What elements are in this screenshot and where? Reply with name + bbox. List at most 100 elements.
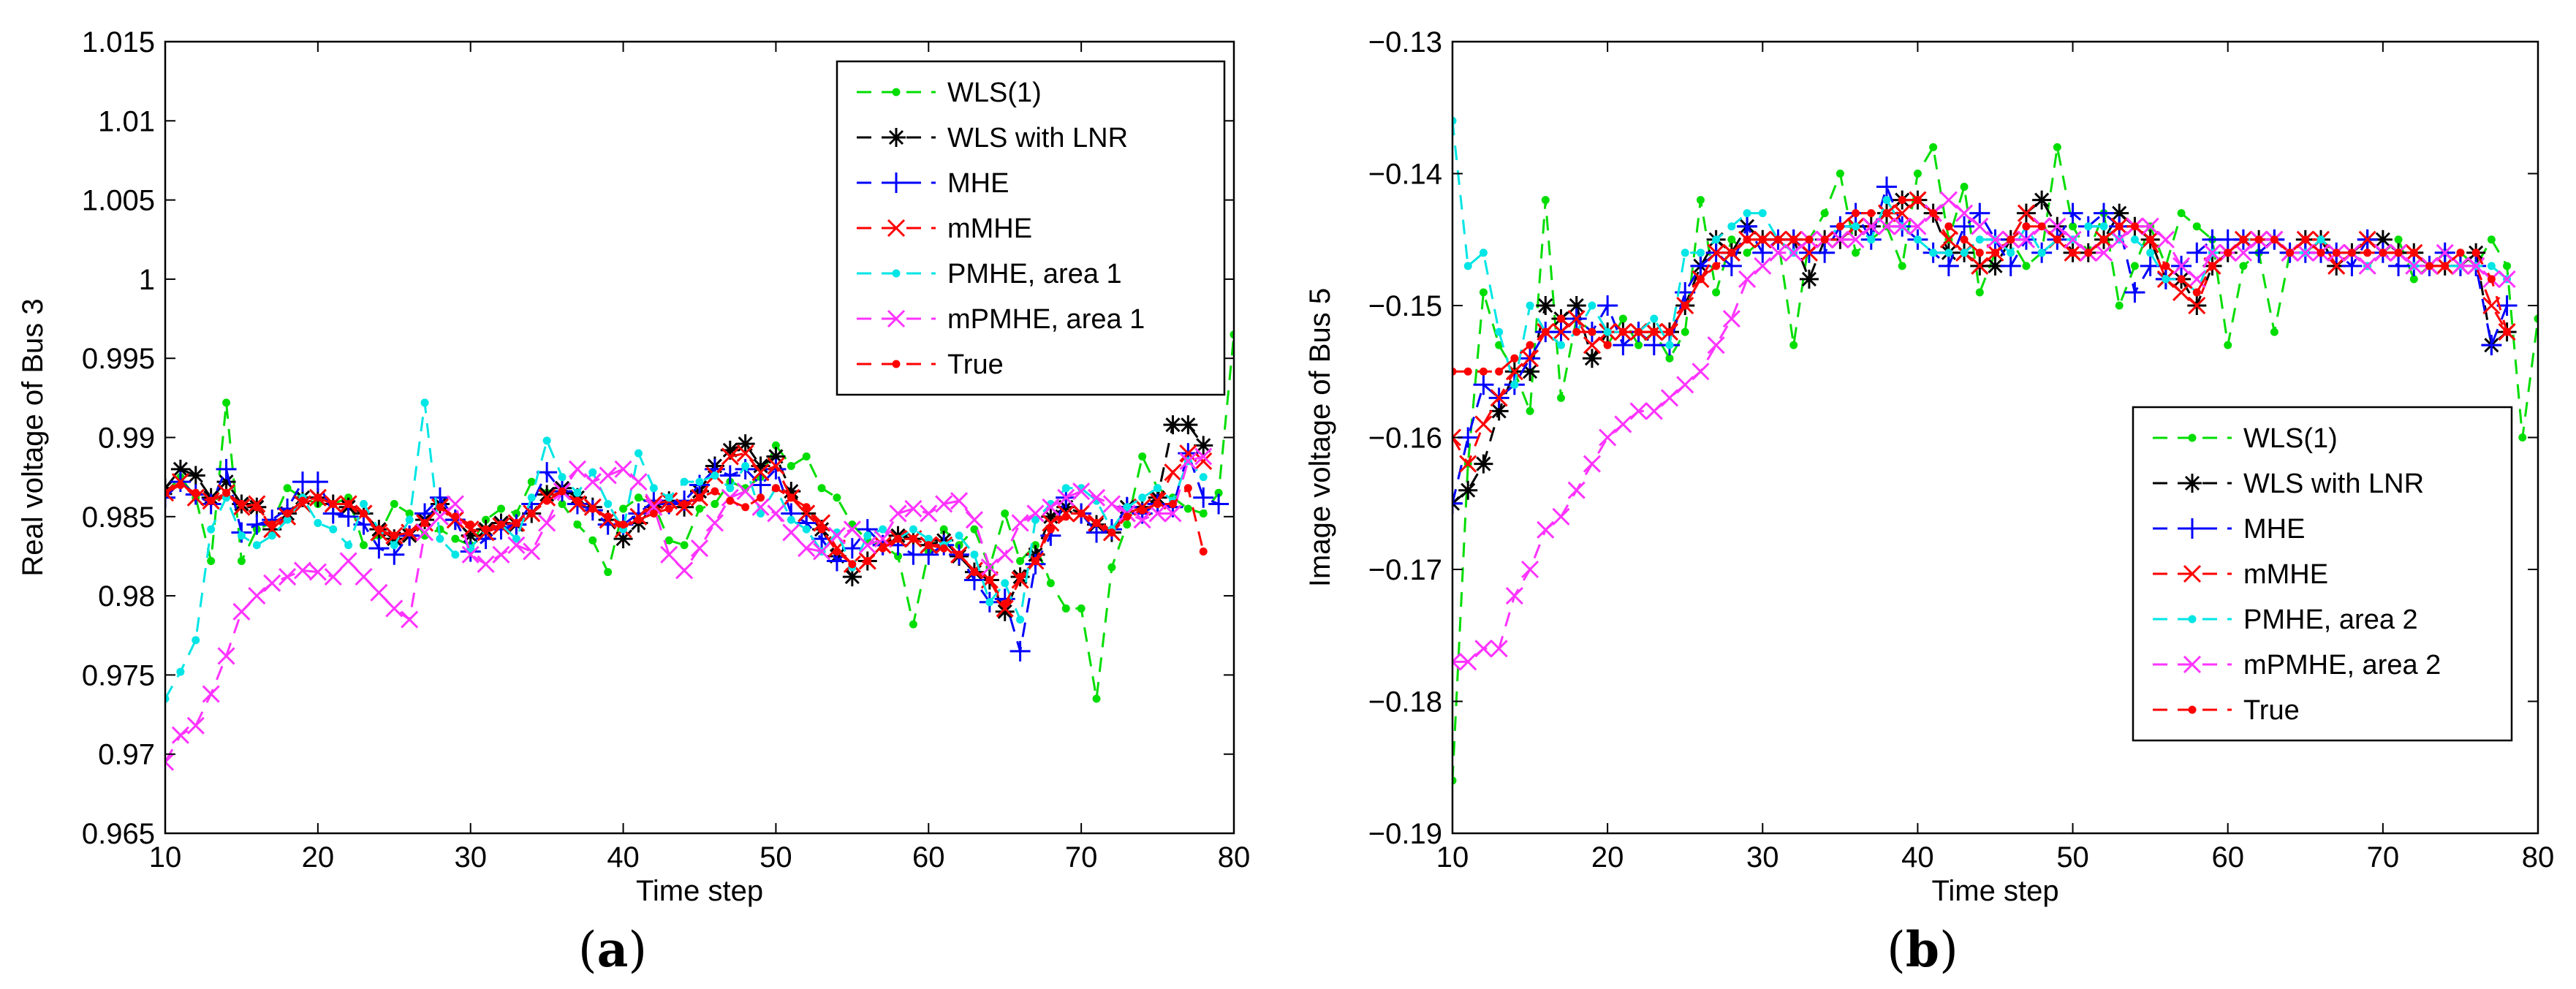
series-pmhe-area-2-point-44	[2130, 235, 2139, 244]
series-true-point-27	[1867, 209, 1876, 218]
series-pmhe-area-1-point-6	[252, 541, 261, 550]
series-wls-1-point-43	[817, 484, 826, 493]
series-true-point-29	[604, 512, 613, 521]
x-tick-label: 10	[1436, 841, 1469, 874]
series-wls-1-point-27	[573, 520, 582, 529]
series-wls-1-point-23	[512, 509, 520, 518]
series-true-point-47	[879, 544, 887, 553]
series-true-point-8	[1572, 327, 1581, 336]
series-true-point-21	[482, 525, 490, 534]
series-mpmhe-area-1-point-4	[217, 647, 235, 665]
series-wls-1-point-51	[2239, 262, 2248, 270]
series-mhe-point-40	[2062, 202, 2083, 224]
series-mpmhe-area-1-point-52	[950, 492, 969, 510]
y-tick-label: −0.15	[1368, 290, 1442, 322]
series-wls-1-point-15	[390, 499, 398, 508]
series-pmhe-area-1-point-23	[512, 534, 520, 543]
x-axis-label: Time step	[636, 875, 763, 907]
series-mmhe-point-39	[751, 463, 770, 482]
series-mmhe-point-3	[1490, 389, 1508, 407]
series-wls-1-point-19	[1743, 249, 1751, 257]
y-tick-label: 1.01	[98, 105, 155, 137]
x-tick-label: 80	[1218, 841, 1251, 874]
y-tick-label: 1	[139, 264, 155, 296]
series-mhe-point-32	[1938, 255, 1959, 276]
series-mhe-point-69	[1208, 493, 1230, 515]
series-wls-1-point-13	[360, 541, 368, 550]
series-mmhe-point-8	[1567, 309, 1586, 328]
series-mmhe-point-7	[1552, 323, 1570, 341]
series-mhe-point-2	[1473, 374, 1494, 395]
series-wls-with-lnr-point-2	[186, 466, 205, 485]
series-mpmhe-area-2-point-21	[1769, 243, 1787, 262]
series-mpmhe-area-2-point-26	[1846, 230, 1865, 249]
series-mhe-point-0	[165, 487, 175, 508]
series-mhe-point-0	[1452, 493, 1463, 514]
x-tick-label: 30	[1746, 841, 1779, 874]
series-mpmhe-area-1-point-13	[355, 568, 373, 586]
series-wls-with-lnr-point-40	[766, 447, 786, 466]
plot-area	[165, 330, 1234, 771]
series-mpmhe-area-1-point-42	[798, 539, 816, 558]
series-true-point-36	[711, 487, 719, 496]
series-pmhe-area-2-point-38	[2037, 249, 2046, 257]
series-mpmhe-area-1-point-38	[736, 482, 754, 501]
series-pmhe-area-2-point-10	[1603, 327, 1612, 336]
series-wls-1-point-35	[695, 504, 704, 513]
series-mpmhe-area-1-point-31	[629, 473, 648, 491]
series-mpmhe-area-2-point-12	[1629, 402, 1648, 420]
series-wls-1-point-3	[207, 556, 216, 565]
series-mpmhe-area-1-point-8	[279, 568, 297, 586]
series-mpmhe-area-2-point-9	[1583, 455, 1601, 473]
panel-label-a: (a)	[578, 921, 647, 978]
y-tick-label: −0.17	[1368, 554, 1442, 586]
x-tick-label: 10	[149, 841, 182, 874]
legend-mhe-label: MHE	[2243, 514, 2305, 545]
series-wls-1-point-67	[1183, 504, 1192, 513]
series-true-point-34	[680, 499, 689, 508]
series-pmhe-area-1	[165, 398, 1208, 703]
series-wls-1-point-16	[1696, 196, 1705, 205]
series-true	[165, 480, 1208, 608]
series-wls-1-point-17	[1712, 288, 1721, 297]
series-wls-1-point-29	[1898, 262, 1906, 270]
series-wls-1-point-69	[2518, 433, 2527, 442]
series-mpmhe-area-1-point-1	[171, 726, 189, 744]
series-mpmhe-area-2-point-28	[1877, 217, 1896, 235]
series-mpmhe-area-2-point-10	[1599, 428, 1617, 447]
series-mhe-point-4	[216, 458, 237, 480]
series-wls-with-lnr-point-1	[170, 459, 190, 479]
series-wls-with-lnr-point-55	[995, 602, 1015, 621]
series-wls-1-point-48	[2192, 222, 2201, 231]
series-wls-with-lnr-point-67	[1178, 415, 1198, 435]
legend-wls-with-lnr-marker-point-0	[2183, 474, 2202, 493]
series-pmhe-area-1-point-37	[726, 484, 735, 493]
series-mpmhe-area-2-point-17	[1707, 336, 1725, 355]
series-wls-1-point-68	[2503, 262, 2512, 270]
series-true-point-53	[970, 568, 979, 577]
series-mpmhe-area-1-point-5	[232, 602, 251, 621]
legend-mmhe-label: mMHE	[947, 213, 1032, 244]
legend-mpmhe-area-2: mPMHE, area 2	[2153, 650, 2441, 681]
series-wls-1-point-67	[2487, 235, 2496, 244]
series-wls-1-point-31	[634, 493, 643, 502]
legend-wls-1: WLS(1)	[2153, 423, 2338, 454]
series-wls-1-point-0	[1452, 776, 1457, 785]
series-mpmhe-area-2-point-13	[1645, 402, 1663, 420]
legend-box	[836, 60, 1226, 396]
series-wls-1-point-39	[2053, 143, 2061, 151]
series-true-point-49	[909, 534, 917, 543]
series-true-point-24	[1820, 235, 1829, 244]
series-mpmhe-area-1-point-65	[1148, 504, 1167, 523]
series-wls-1-point-34	[1975, 288, 1984, 297]
series-wls-with-lnr-point-1	[1458, 480, 1478, 500]
series-mpmhe-area-1-point-11	[324, 568, 342, 586]
series-true-point-67	[1183, 484, 1192, 493]
series-true-point-38	[741, 503, 750, 512]
series-pmhe-area-1-point-33	[664, 493, 673, 502]
legend-pmhe-area-2-label: PMHE, area 2	[2243, 605, 2418, 635]
x-tick-label: 20	[302, 841, 335, 874]
legend-wls-1-marker-point-0	[892, 88, 901, 96]
series-mpmhe-area-1-point-12	[339, 552, 357, 570]
series-mpmhe-area-1-point-56	[1011, 514, 1029, 532]
